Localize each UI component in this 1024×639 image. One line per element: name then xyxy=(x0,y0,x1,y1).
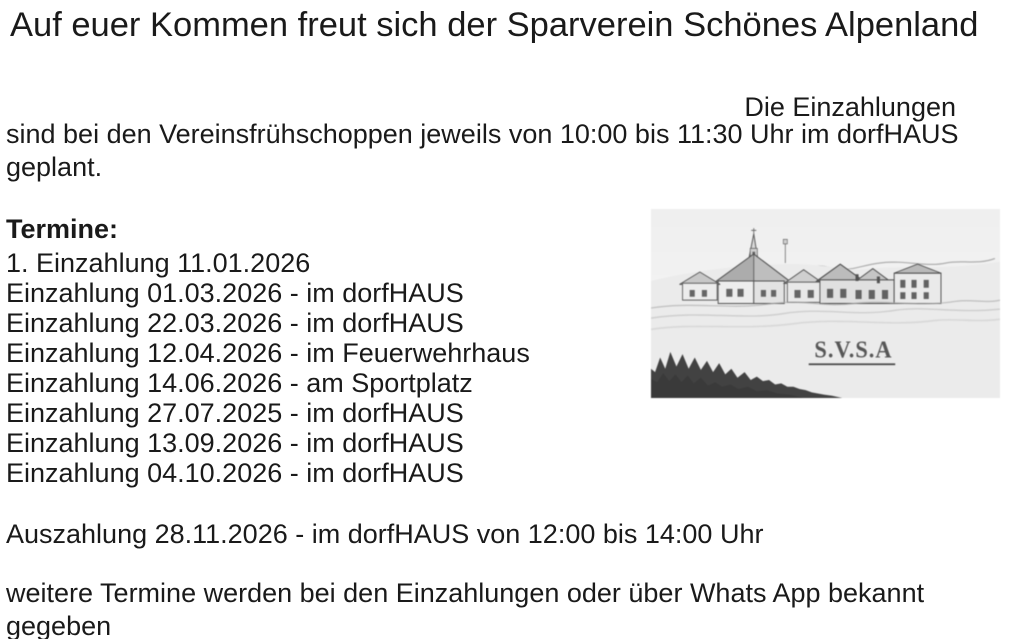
svg-text:S.V.S.A: S.V.S.A xyxy=(814,337,892,364)
